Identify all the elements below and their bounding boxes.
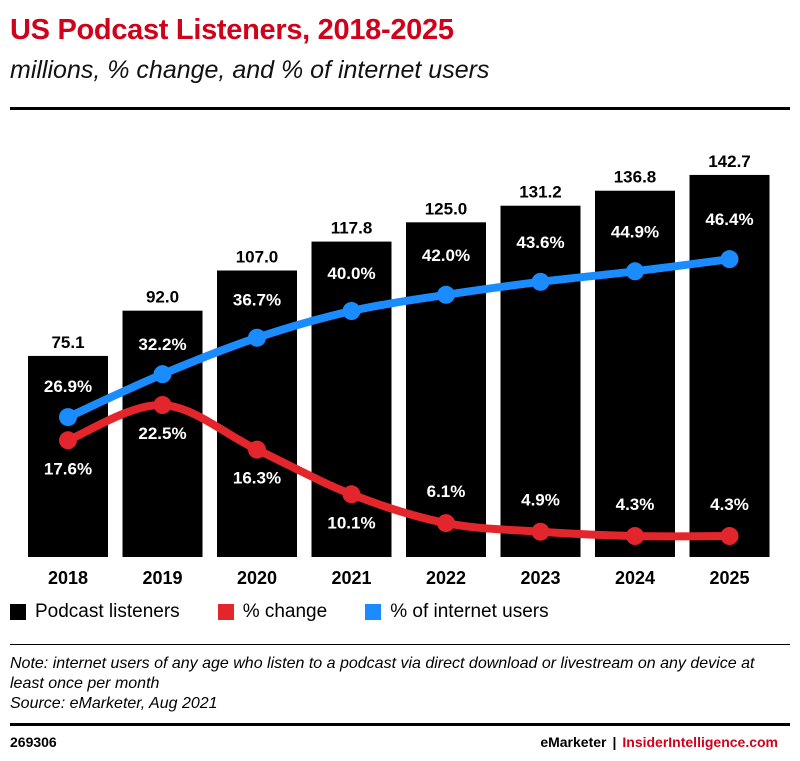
label-percent-change-2022: 6.1% bbox=[427, 482, 466, 501]
point-internet-users-2024 bbox=[626, 262, 644, 281]
label-internet-users-2021: 40.0% bbox=[327, 264, 375, 283]
note-text: Note: internet users of any age who list… bbox=[10, 655, 755, 692]
bar-value-label-2021: 117.8 bbox=[331, 219, 373, 238]
bar-2021 bbox=[311, 241, 392, 557]
bar-2025 bbox=[689, 174, 770, 557]
point-internet-users-2019 bbox=[153, 365, 172, 384]
point-percent-change-2020 bbox=[248, 440, 266, 459]
label-internet-users-2020: 36.7% bbox=[233, 291, 281, 310]
x-tick-label-2020: 2020 bbox=[237, 568, 277, 588]
label-percent-change-2021: 10.1% bbox=[327, 513, 375, 532]
point-internet-users-2023 bbox=[531, 272, 550, 291]
x-tick-label-2023: 2023 bbox=[520, 568, 560, 588]
chart-subtitle: millions, % change, and % of internet us… bbox=[10, 56, 490, 84]
source-text: Source: eMarketer, Aug 2021 bbox=[10, 695, 218, 712]
bar-value-label-2019: 92.0 bbox=[146, 288, 179, 307]
bar-2019 bbox=[122, 310, 203, 557]
label-percent-change-2024: 4.3% bbox=[616, 495, 655, 514]
legend-swatch-percent-change bbox=[217, 604, 234, 620]
bar-2020 bbox=[217, 270, 297, 557]
bar-2022 bbox=[406, 222, 486, 557]
bar-2023 bbox=[500, 205, 581, 557]
legend-item-percent-change: % change bbox=[217, 601, 328, 623]
chart-id: 269306 bbox=[10, 734, 57, 750]
label-percent-change-2020: 16.3% bbox=[233, 469, 281, 488]
bar-value-label-2025: 142.7 bbox=[708, 152, 751, 171]
bar-value-label-2022: 125.0 bbox=[425, 199, 468, 218]
x-tick-label-2021: 2021 bbox=[331, 568, 371, 588]
point-internet-users-2022 bbox=[437, 285, 455, 304]
point-percent-change-2021 bbox=[342, 485, 361, 504]
label-percent-change-2025: 4.3% bbox=[710, 495, 749, 514]
label-percent-change-2019: 22.5% bbox=[138, 424, 186, 443]
x-tick-label-2025: 2025 bbox=[709, 568, 749, 588]
legend-label-podcast-listeners: Podcast listeners bbox=[35, 601, 180, 622]
emarketer-brand: eMarketer bbox=[540, 734, 607, 750]
bar-value-label-2024: 136.8 bbox=[614, 168, 657, 187]
point-percent-change-2019 bbox=[153, 396, 172, 414]
label-internet-users-2019: 32.2% bbox=[138, 335, 186, 354]
footer-brand: eMarketer | InsiderIntelligence.com bbox=[540, 734, 778, 750]
point-internet-users-2021 bbox=[342, 302, 361, 320]
legend-item-podcast-listeners: Podcast listeners bbox=[10, 601, 180, 623]
legend-item-internet-users: % of internet users bbox=[365, 601, 549, 623]
label-internet-users-2018: 26.9% bbox=[44, 377, 92, 396]
x-tick-label-2022: 2022 bbox=[426, 568, 466, 588]
top-divider bbox=[10, 107, 790, 110]
insider-intelligence-link[interactable]: InsiderIntelligence.com bbox=[622, 734, 778, 750]
point-internet-users-2025 bbox=[720, 250, 739, 269]
point-percent-change-2025 bbox=[720, 527, 739, 546]
bar-value-label-2018: 75.1 bbox=[51, 333, 84, 352]
point-internet-users-2020 bbox=[248, 328, 266, 347]
x-tick-label-2024: 2024 bbox=[615, 568, 655, 588]
label-internet-users-2023: 43.6% bbox=[516, 233, 564, 252]
point-percent-change-2018 bbox=[59, 431, 77, 450]
point-percent-change-2022 bbox=[437, 514, 455, 533]
chart-title: US Podcast Listeners, 2018-2025 bbox=[10, 14, 454, 46]
legend-label-internet-users: % of internet users bbox=[390, 601, 549, 622]
chart-legend: Podcast listeners % change % of internet… bbox=[10, 601, 587, 623]
bottom-divider bbox=[10, 723, 790, 726]
point-internet-users-2018 bbox=[59, 408, 77, 427]
legend-swatch-podcast-listeners bbox=[10, 604, 26, 620]
x-tick-label-2018: 2018 bbox=[48, 568, 88, 588]
label-internet-users-2025: 46.4% bbox=[705, 210, 753, 229]
label-internet-users-2024: 44.9% bbox=[611, 222, 659, 241]
label-percent-change-2023: 4.9% bbox=[521, 491, 560, 510]
brand-separator: | bbox=[612, 734, 617, 750]
bar-value-label-2023: 131.2 bbox=[519, 183, 562, 202]
chart-notes: Note: internet users of any age who list… bbox=[10, 654, 785, 714]
label-percent-change-2018: 17.6% bbox=[44, 459, 92, 478]
label-internet-users-2022: 42.0% bbox=[422, 246, 470, 265]
bar-2018 bbox=[28, 355, 108, 557]
legend-label-percent-change: % change bbox=[242, 601, 328, 622]
bar-2024 bbox=[595, 190, 675, 557]
legend-swatch-internet-users bbox=[365, 604, 382, 620]
note-divider bbox=[10, 644, 790, 645]
point-percent-change-2023 bbox=[531, 522, 550, 541]
point-percent-change-2024 bbox=[626, 527, 644, 546]
bar-value-label-2020: 107.0 bbox=[236, 248, 279, 267]
podcast-listeners-chart: 75.1 2018 92.0 2019 107.0 2020 117.8 2021 125.0 2… bbox=[28, 152, 770, 588]
x-tick-label-2019: 2019 bbox=[142, 568, 182, 588]
